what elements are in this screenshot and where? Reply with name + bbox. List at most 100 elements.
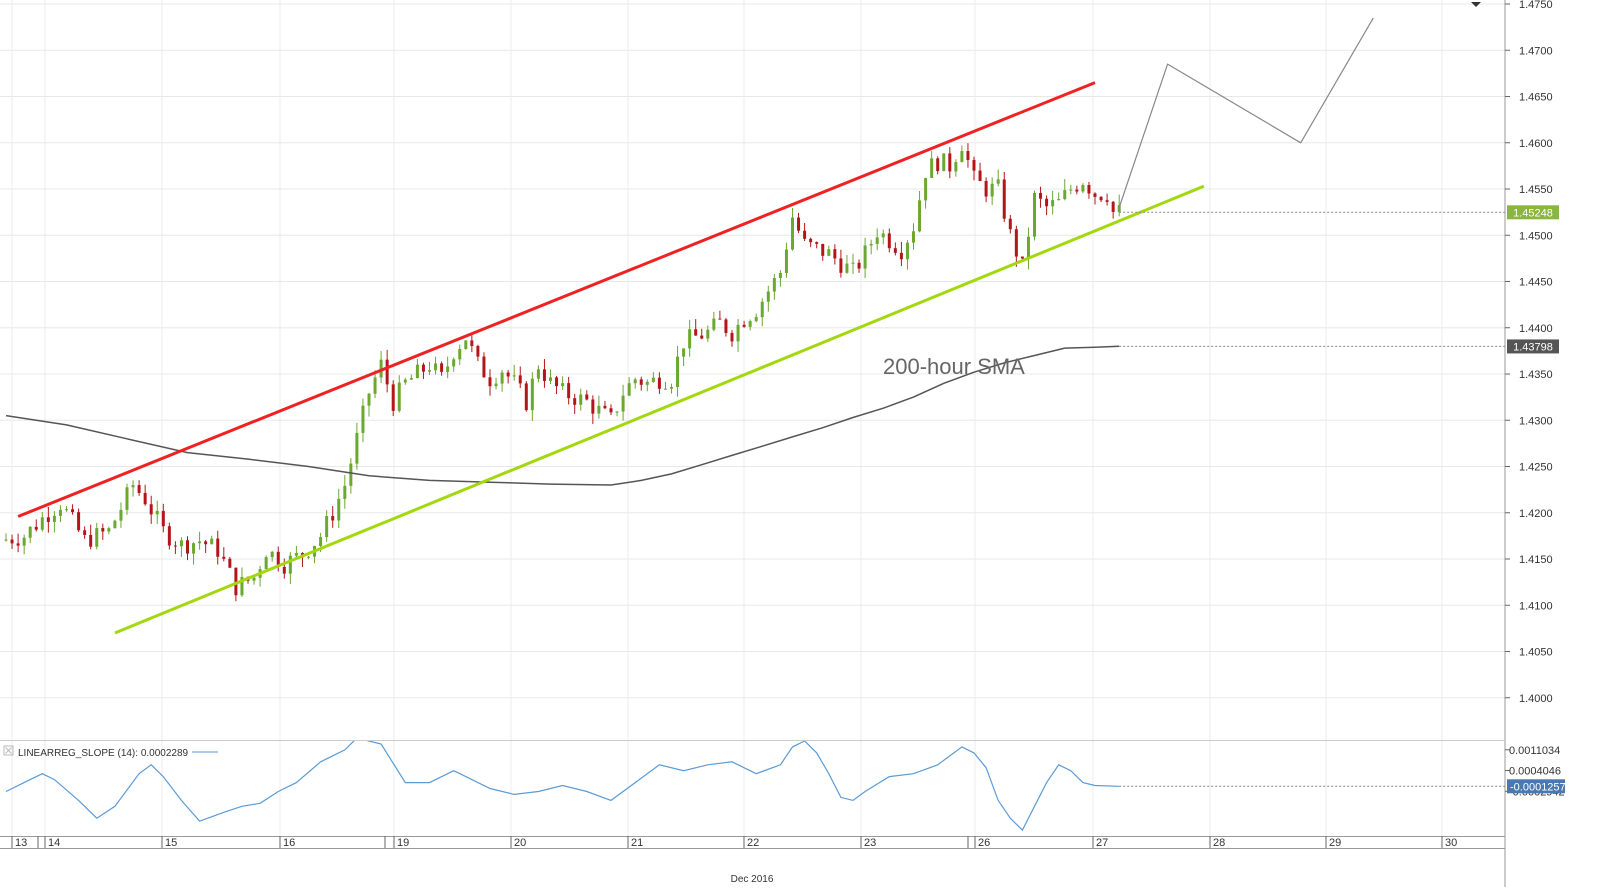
grid [0, 0, 1505, 836]
candle-body [1111, 201, 1115, 212]
candle-body [403, 379, 407, 383]
candle-body [694, 329, 698, 336]
price-tick-label: 1.4500 [1519, 230, 1553, 242]
candle-body [633, 379, 637, 384]
time-tick-label: 28 [1213, 837, 1225, 849]
candle-body [71, 509, 75, 513]
candle-body [899, 252, 903, 260]
time-tick-label: 30 [1445, 837, 1457, 849]
candle-body [585, 394, 589, 400]
candle-body [918, 200, 922, 232]
candle-body [651, 377, 655, 382]
candle-body [373, 377, 377, 394]
candle-body [137, 485, 141, 493]
time-tick-label: 15 [165, 837, 177, 849]
time-tick-label: 16 [283, 837, 295, 849]
x-axis-label: Dec 2016 [731, 874, 774, 885]
indicator-legend-box[interactable] [3, 745, 14, 756]
candle-body [524, 383, 528, 411]
candle-body [1057, 199, 1061, 201]
candle-body [833, 249, 837, 259]
candle-body [754, 317, 758, 322]
scroll-arrow-icon[interactable] [1471, 2, 1481, 7]
candle-body [1008, 218, 1012, 230]
candle-body [107, 528, 111, 532]
price-axis: 1.4000 1.4050 1.4100 1.4150 1.4200 1.4250 1.43… [1505, 0, 1559, 705]
candle-body [331, 516, 335, 521]
candle-body [1099, 196, 1103, 201]
candle-body [573, 398, 577, 405]
candle-body [4, 539, 8, 541]
candle-body [748, 321, 752, 327]
candle-body [397, 382, 401, 411]
candle-body [639, 379, 643, 385]
candle-body [972, 159, 976, 171]
price-tick-label: 1.4200 [1519, 508, 1553, 520]
candle-body [742, 324, 746, 327]
price-tick-label: 1.4350 [1519, 369, 1553, 381]
candle-body [65, 509, 68, 511]
candle-body [536, 369, 540, 379]
candle-body [319, 537, 323, 547]
candle-body [1045, 198, 1049, 207]
candle-body [809, 238, 813, 243]
candle-body [1033, 192, 1036, 237]
candle-body [1105, 200, 1109, 202]
candle-body [603, 405, 607, 409]
candle-body [476, 345, 480, 357]
candle-body [797, 217, 801, 231]
candle-body [663, 388, 667, 390]
candle-body [307, 556, 310, 558]
candle-body [688, 329, 692, 349]
candle-body [500, 372, 504, 384]
candle-body [555, 377, 559, 387]
candle-body [506, 372, 510, 377]
candle-body [893, 248, 897, 253]
candle-body [924, 177, 928, 201]
candle-body [46, 517, 50, 522]
candle-body [494, 383, 498, 387]
candle-body [512, 375, 516, 377]
candle-body [446, 366, 450, 372]
candle-body [700, 335, 704, 339]
candle-body [192, 543, 196, 554]
candle-body [621, 395, 625, 412]
candle-body [294, 553, 298, 556]
series-200-hour-sma [5, 345, 1120, 486]
candle-body [276, 551, 280, 567]
chart-frame [0, 0, 1506, 887]
price-tick-label: 1.4150 [1519, 554, 1553, 566]
candle-body [186, 540, 189, 554]
candle-body [561, 383, 565, 387]
candle-body [325, 516, 329, 538]
candle-body [421, 364, 425, 372]
candle-body [567, 383, 571, 399]
candle-body [549, 377, 552, 381]
time-tick-label: 23 [864, 837, 876, 849]
candle-body [784, 249, 788, 273]
candle-body [936, 158, 940, 172]
series-resistance [17, 81, 1096, 518]
candle-body [264, 557, 268, 570]
candle-body [349, 463, 353, 486]
candle-body [724, 319, 728, 333]
candle-body [772, 278, 776, 292]
candle-body [984, 181, 988, 197]
candle-body [343, 485, 347, 499]
candle-body [863, 245, 867, 269]
candle-body [845, 263, 849, 273]
candle-body [978, 170, 982, 182]
price-tick-label: 1.4550 [1519, 184, 1553, 196]
candle-body [228, 558, 232, 568]
price-tick-label: 1.4700 [1519, 45, 1553, 57]
candle-body [542, 369, 546, 381]
candle-body [77, 512, 81, 531]
price-tick-label: 1.4750 [1519, 0, 1553, 11]
candle-body [676, 356, 680, 388]
candle-body [113, 520, 117, 529]
candle-body [409, 378, 413, 380]
candle-body [16, 543, 20, 546]
candle-body [52, 515, 56, 522]
